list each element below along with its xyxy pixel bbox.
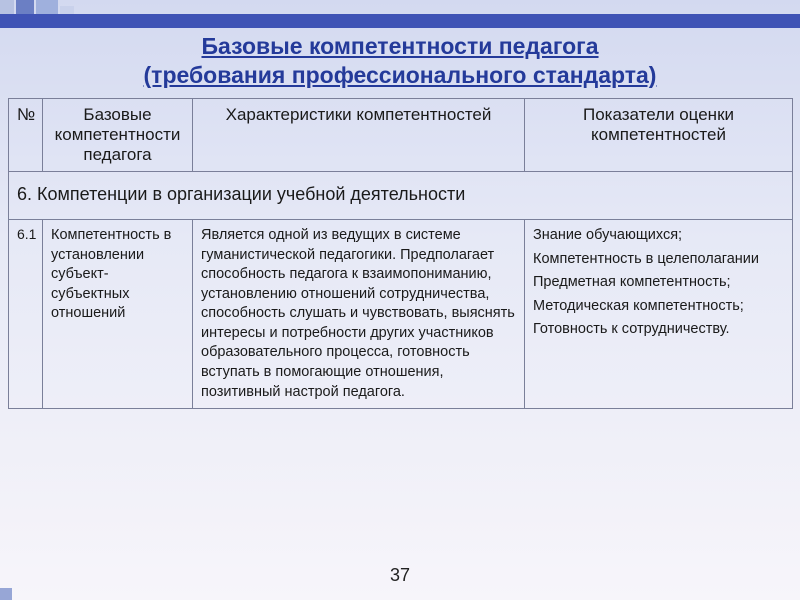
page-number: 37 bbox=[0, 565, 800, 586]
row-number: 6.1 bbox=[9, 220, 43, 409]
top-accent-bar bbox=[0, 14, 800, 28]
section-label: Компетенции в организации учебной деятел… bbox=[37, 184, 465, 204]
col-indicators: Показатели оценки компетентностей bbox=[525, 99, 793, 172]
slide: Базовые компетентности педагога (требова… bbox=[0, 0, 800, 600]
title-line-2: (требования профессионального стандарта) bbox=[144, 62, 657, 88]
table-row: 6.1 Компетентность в установлении субъек… bbox=[9, 220, 793, 409]
col-characteristics: Характеристики компетентностей bbox=[193, 99, 525, 172]
row-indicators: Знание обучающихся; Компетентность в цел… bbox=[525, 220, 793, 409]
competency-table: № Базовые компетентности педагога Характ… bbox=[8, 98, 792, 409]
row-characteristics: Является одной из ведущих в системе гума… bbox=[193, 220, 525, 409]
table-header-row: № Базовые компетентности педагога Характ… bbox=[9, 99, 793, 172]
indicator-item: Методическая компетентность; bbox=[533, 297, 784, 317]
corner-square-icon bbox=[0, 588, 12, 600]
row-base-competency: Компетентность в установлении субъект-су… bbox=[43, 220, 193, 409]
indicator-item: Компетентность в целеполагании bbox=[533, 250, 784, 270]
col-base-competency: Базовые компетентности педагога bbox=[43, 99, 193, 172]
title-line-1: Базовые компетентности педагога bbox=[201, 33, 598, 59]
section-cell: 6. Компетенции в организации учебной дея… bbox=[9, 172, 793, 220]
deco-square-icon bbox=[0, 0, 14, 14]
col-number: № bbox=[9, 99, 43, 172]
indicator-item: Предметная компетентность; bbox=[533, 273, 784, 293]
table-section-row: 6. Компетенции в организации учебной дея… bbox=[9, 172, 793, 220]
section-number: 6. bbox=[17, 184, 32, 204]
slide-title: Базовые компетентности педагога (требова… bbox=[0, 32, 800, 90]
indicator-item: Готовность к сотрудничеству. bbox=[533, 320, 784, 340]
indicator-item: Знание обучающихся; bbox=[533, 226, 784, 246]
